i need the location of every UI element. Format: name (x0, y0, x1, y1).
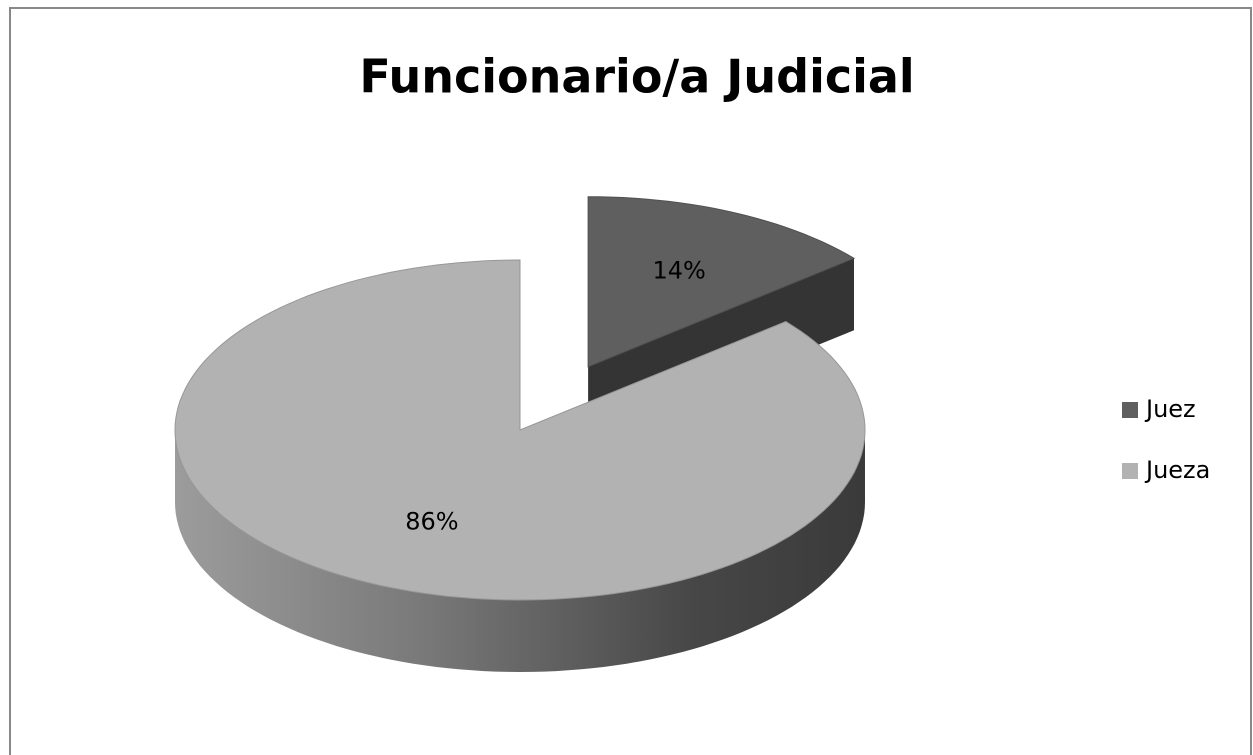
pie-slice-wall (175, 430, 865, 672)
pie-slice (174, 259, 866, 601)
pie-slice (587, 196, 856, 368)
chart-frame (9, 7, 1252, 755)
data-label: 14% (653, 256, 706, 284)
chart-title: Funcionario/a Judicial (359, 50, 914, 104)
data-label: 86% (405, 507, 458, 535)
legend-swatch (1122, 402, 1138, 418)
legend-label: Jueza (1144, 456, 1210, 484)
legend-label: Juez (1144, 395, 1196, 423)
legend-swatch (1122, 463, 1138, 479)
